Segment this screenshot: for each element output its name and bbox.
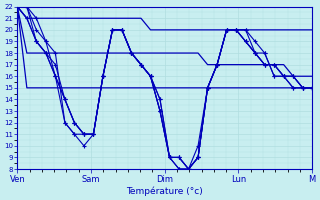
X-axis label: Température (°c): Température (°c) [126,186,203,196]
